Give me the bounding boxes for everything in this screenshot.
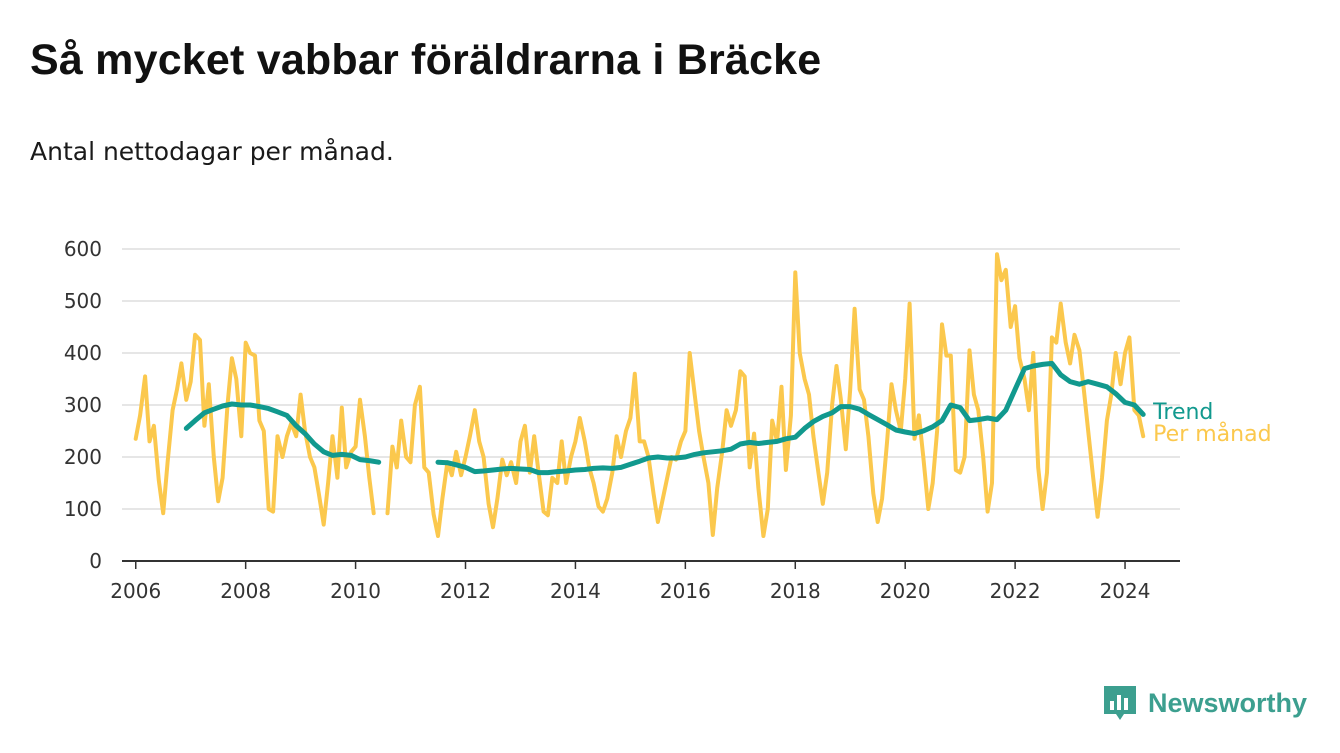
- axes: 0 100 200 300 400 500 600 2006 2008 2010 2012 2014 2…: [64, 237, 1180, 603]
- series-label-per-manad: Per månad: [1153, 421, 1271, 447]
- y-tick-label-300: 300: [64, 393, 102, 417]
- series-line-trend-0: [183, 401, 382, 465]
- y-tick-label-100: 100: [64, 497, 102, 521]
- brand-name: Newsworthy: [1148, 687, 1308, 718]
- x-tick-label-2016: 2016: [660, 579, 711, 603]
- x-tick-label-2010: 2010: [330, 579, 381, 603]
- x-tick-label-2012: 2012: [440, 579, 491, 603]
- y-tick-label-400: 400: [64, 341, 102, 365]
- series-line-trend-1: [435, 360, 1146, 476]
- bar-chart-speech-bubble-icon: [1104, 686, 1136, 720]
- chart-title: Så mycket vabbar föräldrarna i Bräcke: [30, 36, 822, 84]
- series-label-trend: Trend: [1152, 400, 1213, 425]
- x-tick-label-2024: 2024: [1100, 579, 1151, 603]
- series-line-per-m-nad-1: [385, 252, 1146, 538]
- x-tick-label-2014: 2014: [550, 579, 601, 603]
- x-tick-label-2020: 2020: [880, 579, 931, 603]
- newsworthy-brand: Newsworthy: [1102, 684, 1307, 722]
- x-tick-label-2018: 2018: [770, 579, 821, 603]
- x-tick-label-2008: 2008: [220, 579, 271, 603]
- gridlines: [122, 248, 1180, 510]
- chart-subtitle: Antal nettodagar per månad.: [30, 137, 394, 166]
- x-tick-label-2006: 2006: [110, 579, 161, 603]
- y-tick-label-500: 500: [64, 289, 102, 313]
- series: [133, 252, 1146, 538]
- y-tick-label-200: 200: [64, 445, 102, 469]
- x-tick-label-2022: 2022: [990, 579, 1041, 603]
- y-tick-label-600: 600: [64, 237, 102, 261]
- series-line-per-m-nad-0: [133, 332, 376, 527]
- y-tick-label-0: 0: [89, 549, 102, 573]
